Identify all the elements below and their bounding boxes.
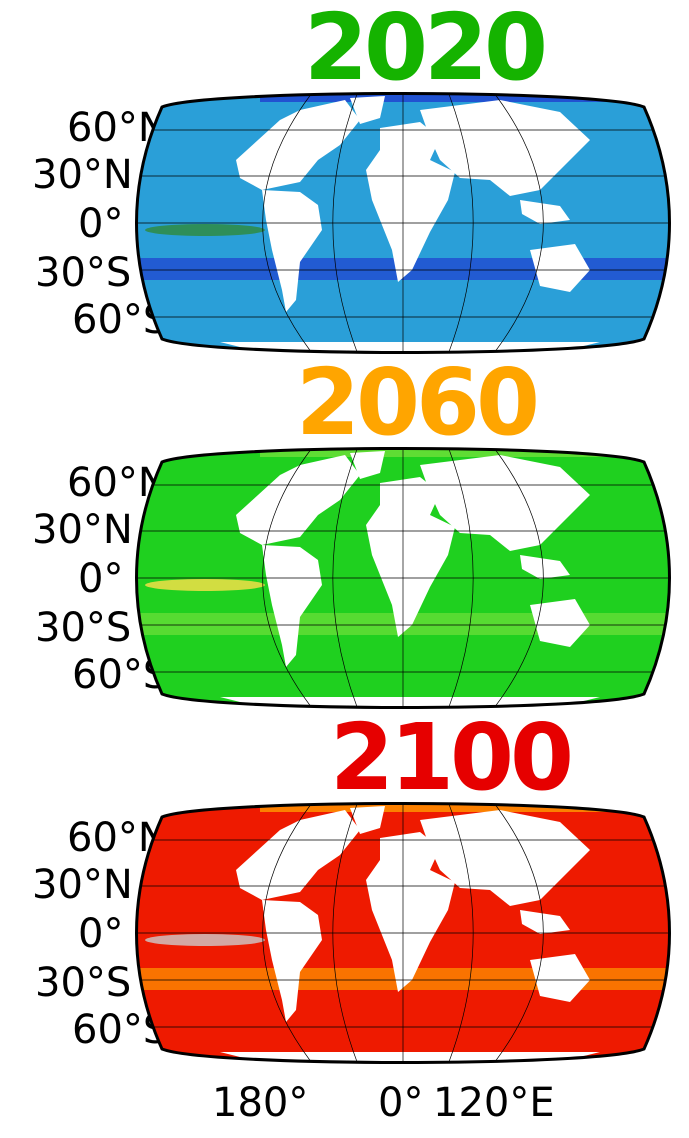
landmass <box>520 555 570 579</box>
map-panel-2020: 2020 60°N 30°N 0° 30°S 60°S <box>0 0 689 360</box>
arctic-band <box>260 803 610 812</box>
map-layers <box>136 448 670 708</box>
landmass <box>220 697 600 707</box>
map-layers <box>136 803 670 1063</box>
lat-label-30s: 30°S <box>35 250 132 296</box>
landmass <box>530 954 590 1002</box>
landmass <box>366 832 455 992</box>
lat-label-30n: 30°N <box>32 862 133 908</box>
lon-label-180: 180° <box>212 1080 309 1126</box>
lat-label-30n: 30°N <box>32 152 133 198</box>
world-map <box>135 802 671 1064</box>
landmass <box>420 455 590 551</box>
landmass <box>236 810 360 900</box>
landmass <box>262 545 322 667</box>
landmass <box>530 599 590 647</box>
landmass <box>366 122 455 282</box>
landmass <box>236 455 360 545</box>
lat-label-30s: 30°S <box>35 605 132 651</box>
map-border <box>135 447 671 709</box>
landmass <box>530 244 590 292</box>
graticule-meridian <box>495 804 544 1062</box>
lat-label-0: 0° <box>78 911 124 957</box>
equatorial-feature <box>145 934 265 946</box>
arctic-band <box>260 448 610 457</box>
graticule-meridian <box>262 804 311 1062</box>
graticule-meridian <box>448 94 474 352</box>
landmass <box>262 900 322 1022</box>
lat-label-0: 0° <box>78 556 124 602</box>
equatorial-feature <box>145 579 265 591</box>
graticule-meridian <box>495 449 544 707</box>
landmass <box>520 910 570 934</box>
landmass <box>220 342 600 352</box>
graticule-meridian <box>332 804 358 1062</box>
world-map <box>135 447 671 709</box>
graticule-meridian <box>262 449 311 707</box>
landmass <box>420 810 590 906</box>
graticule-meridian <box>448 449 474 707</box>
graticule-meridian <box>262 94 311 352</box>
world-map <box>135 92 671 354</box>
landmass <box>220 1052 600 1062</box>
map-border <box>135 802 671 1064</box>
year-title: 2060 <box>296 349 540 456</box>
landmass <box>350 96 385 124</box>
lon-label-120e: 120°E <box>433 1080 555 1126</box>
map-layers <box>136 93 670 353</box>
landmass <box>366 477 455 637</box>
lat-label-0: 0° <box>78 201 124 247</box>
arctic-band <box>260 93 610 102</box>
landmass <box>236 100 360 190</box>
graticule-meridian <box>448 804 474 1062</box>
landmass <box>420 100 590 196</box>
landmass <box>262 190 322 312</box>
landmass <box>520 200 570 224</box>
lat-label-30n: 30°N <box>32 507 133 553</box>
graticule-meridian <box>332 449 358 707</box>
equatorial-feature <box>145 224 265 236</box>
year-title: 2020 <box>304 0 548 101</box>
map-panel-2060: 2060 60°N 30°N 0° 30°S 60°S <box>0 355 689 715</box>
lon-label-0: 0° <box>378 1080 424 1126</box>
graticule-meridian <box>495 94 544 352</box>
map-border <box>135 92 671 354</box>
graticule-meridian <box>332 94 358 352</box>
map-panel-2100: 2100 60°N 30°N 0° 30°S 60°S <box>0 710 689 1070</box>
landmass <box>350 451 385 479</box>
lat-label-30s: 30°S <box>35 960 132 1006</box>
landmass <box>350 806 385 834</box>
year-title: 2100 <box>330 704 574 811</box>
